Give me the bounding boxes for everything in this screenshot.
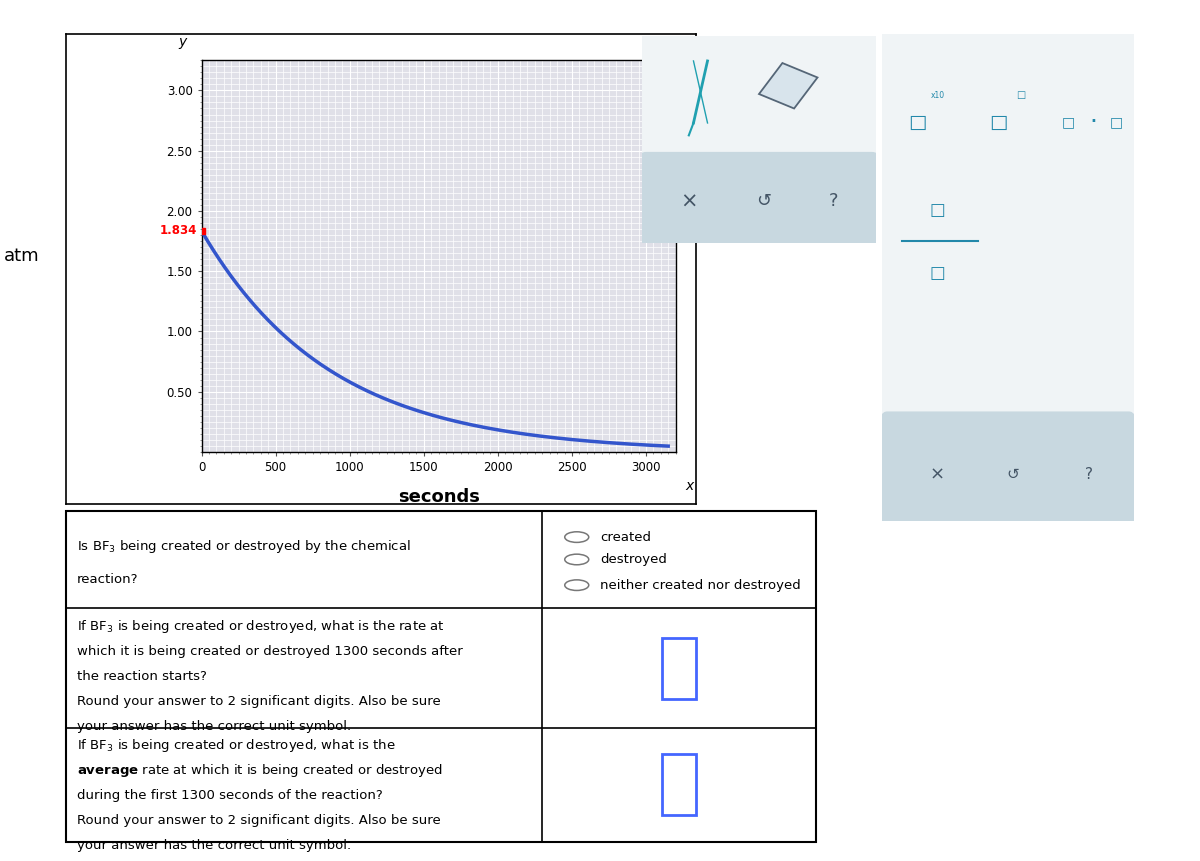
X-axis label: seconds: seconds <box>397 488 480 506</box>
Text: ↺: ↺ <box>756 193 772 210</box>
Text: □: □ <box>908 113 926 132</box>
Text: x10: x10 <box>930 90 944 100</box>
Text: □: □ <box>1016 90 1025 100</box>
FancyBboxPatch shape <box>635 30 883 249</box>
Text: your answer has the correct unit symbol.: your answer has the correct unit symbol. <box>77 839 352 852</box>
Text: the reaction starts?: the reaction starts? <box>77 670 208 683</box>
Text: □: □ <box>930 263 946 282</box>
FancyBboxPatch shape <box>877 25 1139 530</box>
FancyBboxPatch shape <box>662 637 696 698</box>
Text: If $\mathrm{BF}_3$ is being created or destroyed, what is the rate at: If $\mathrm{BF}_3$ is being created or d… <box>77 618 445 635</box>
FancyBboxPatch shape <box>66 511 816 842</box>
Text: If $\mathrm{BF}_3$ is being created or destroyed, what is the: If $\mathrm{BF}_3$ is being created or d… <box>77 737 396 754</box>
Text: y: y <box>179 34 187 48</box>
Text: atm: atm <box>4 247 40 265</box>
Text: ↺: ↺ <box>1007 468 1020 482</box>
Text: neither created nor destroyed: neither created nor destroyed <box>600 579 800 592</box>
FancyBboxPatch shape <box>637 152 881 247</box>
Text: destroyed: destroyed <box>600 553 667 566</box>
Text: ?: ? <box>1085 468 1093 482</box>
Text: 1.834: 1.834 <box>160 225 197 238</box>
Polygon shape <box>760 63 817 108</box>
Text: □: □ <box>930 201 946 219</box>
Text: Round your answer to 2 significant digits. Also be sure: Round your answer to 2 significant digit… <box>77 695 442 708</box>
Text: □: □ <box>989 113 1007 132</box>
FancyBboxPatch shape <box>880 412 1136 526</box>
Text: created: created <box>600 530 652 543</box>
Text: your answer has the correct unit symbol.: your answer has the correct unit symbol. <box>77 720 352 733</box>
Text: which it is being created or destroyed 1300 seconds after: which it is being created or destroyed 1… <box>77 645 463 658</box>
Text: Round your answer to 2 significant digits. Also be sure: Round your answer to 2 significant digit… <box>77 814 442 827</box>
Text: □: □ <box>1110 115 1123 129</box>
Text: ·: · <box>1090 110 1098 134</box>
FancyBboxPatch shape <box>662 754 696 815</box>
Text: $\mathbf{average}$ rate at which it is being created or destroyed: $\mathbf{average}$ rate at which it is b… <box>77 762 443 779</box>
Text: Is $\mathrm{BF}_3$ being created or destroyed by the chemical: Is $\mathrm{BF}_3$ being created or dest… <box>77 538 412 554</box>
Text: ×: × <box>680 191 697 212</box>
Text: x: x <box>685 480 694 493</box>
Text: □: □ <box>1062 115 1075 129</box>
Text: reaction?: reaction? <box>77 573 139 585</box>
Text: during the first 1300 seconds of the reaction?: during the first 1300 seconds of the rea… <box>77 790 383 802</box>
Text: ×: × <box>930 466 946 484</box>
Text: ?: ? <box>829 193 839 210</box>
